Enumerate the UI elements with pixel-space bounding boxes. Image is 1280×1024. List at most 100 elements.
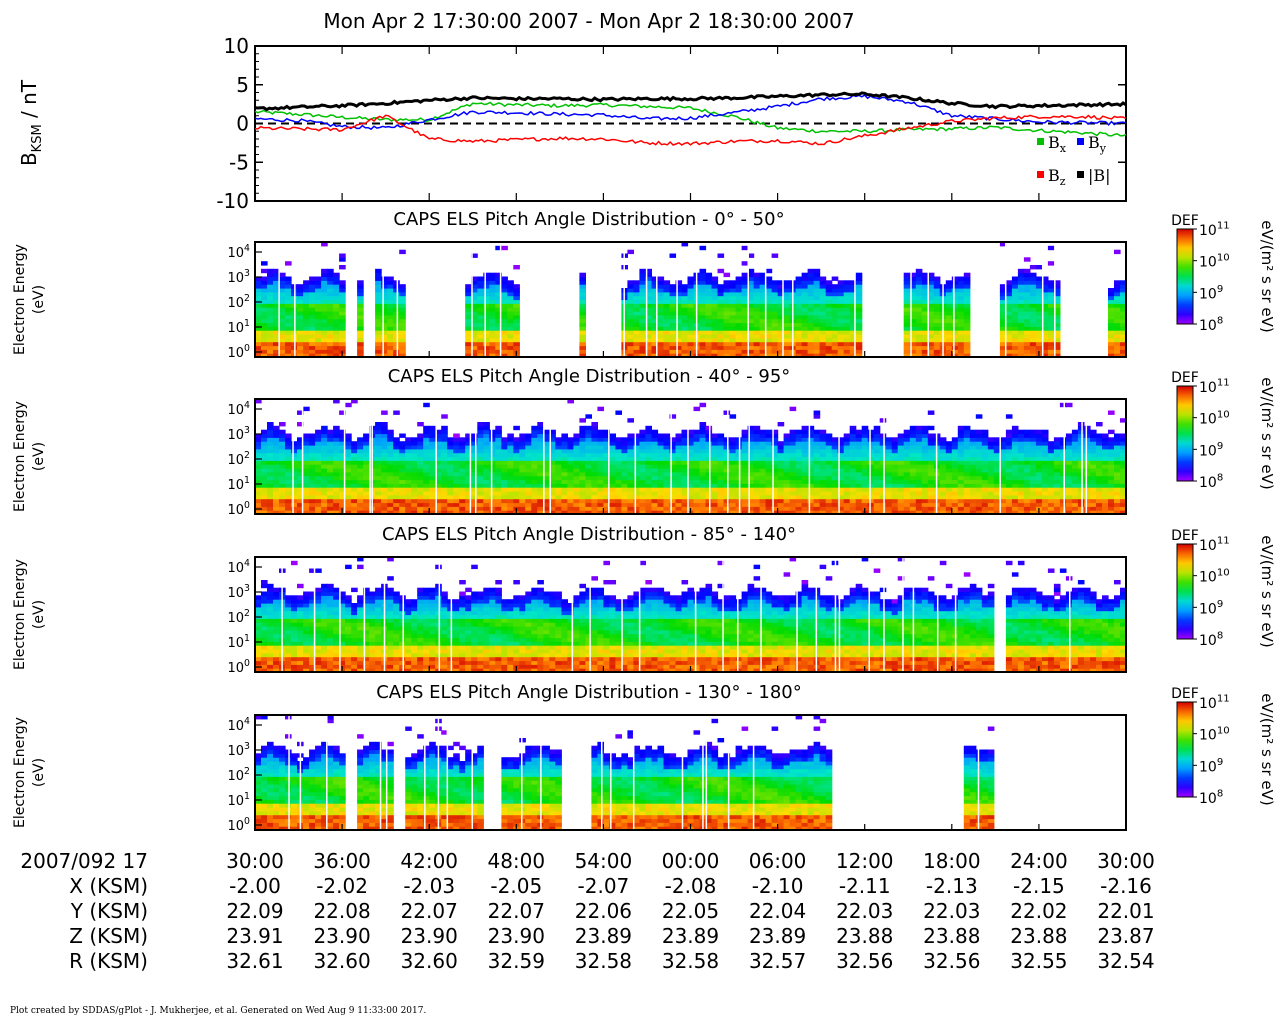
spectrogram-cell [879,468,887,473]
spectrogram-cell [651,299,659,304]
spectrogram-cell [927,506,935,511]
spectrogram-cell [729,468,737,473]
spectrogram-cell [1053,291,1061,297]
spectrogram-cell [663,510,671,515]
spectrogram-cell [915,330,923,335]
spectrogram-cell [321,349,328,354]
spectrogram-cell [843,452,851,458]
spectrogram-cell [327,483,334,488]
spectrogram-cell [837,318,845,324]
spectrogram-cell [321,498,328,504]
spectrogram-cell [843,502,851,507]
spectrogram-cell [429,448,436,454]
spectrogram-cell [459,494,466,500]
spectrogram-cell [831,460,839,465]
spectrogram-cell [933,345,941,350]
spectrogram-cell [279,498,286,504]
spectrogram-cell [411,510,418,515]
spectrogram-cell [783,326,791,331]
spectrogram-cell [849,425,857,431]
spectrogram-cell [873,498,881,504]
spectrogram-cell [615,502,622,507]
spectrogram-cell [1108,311,1115,316]
spectrogram-cell [315,314,322,320]
spectrogram-cell [855,475,863,481]
spectrogram-cell [825,483,833,488]
spectrogram-cell [699,280,707,285]
spectrogram-cell [261,491,268,496]
spectrogram-cell [423,429,430,435]
spectrogram-cell [1120,311,1127,316]
spectrogram-cell [999,322,1007,327]
spectrogram-cell [969,506,977,511]
spectrogram-cell [1114,326,1121,331]
spectrogram-cell [897,498,905,504]
spectrogram-cell [765,284,773,289]
spectrogram-cell [825,475,833,481]
spectrogram-cell [855,318,863,324]
spectrogram-cell [561,498,568,504]
spectrogram-cell [471,468,478,473]
spectrogram-cell [399,307,406,312]
spectrogram-cell [1035,311,1043,316]
spectrogram-cell [693,448,701,454]
spectrogram-cell [267,345,274,350]
spectrogram-cell [783,475,791,481]
spectrogram-cell [1053,330,1061,335]
spectrogram-cell [879,418,887,423]
spectrogram-cell [645,460,652,465]
spectrogram-cell [849,441,857,446]
spectrogram-cell [405,487,412,492]
spectrogram-cell [297,452,304,458]
spectrogram-cell [339,280,346,285]
spectrogram-cell [675,353,683,358]
spectrogram-column [333,272,340,358]
spectrogram-cell [405,510,412,515]
spectrogram-cell [771,311,779,316]
spectrogram-cell [1047,341,1055,347]
spectrogram-cell [321,334,328,339]
spectrogram-cell [669,314,677,320]
spectrogram-cell [363,441,370,446]
spectrogram-cell [789,506,797,511]
spectrogram-cell [591,506,598,511]
spectrogram-cell [519,471,526,477]
spectrogram-cell [957,468,965,473]
spectrogram-cell [921,303,929,308]
spectrogram-cell [579,448,586,454]
spectrogram-cell [801,471,809,477]
spectrogram-cell [375,314,382,320]
spectrogram-cell [831,487,839,492]
spectrogram-cell [675,494,683,500]
spectrogram-cell [495,448,502,454]
spectrogram-cell [765,494,773,500]
spectrogram-cell [819,441,827,446]
spectrogram-cell [567,510,574,515]
spectrogram-cell [501,502,508,507]
spectrogram-cell [663,502,671,507]
spectrogram-cell [255,295,262,301]
spectrogram-cell [489,491,496,496]
spectrogram-cell [513,265,520,270]
spectrogram-cell [765,460,773,465]
spectrogram-cell [909,464,917,469]
spectrogram-cell [651,330,659,335]
spectrogram-cell [651,314,659,320]
spectrogram-cell [303,345,310,350]
spectrogram-cell [315,429,322,435]
spectrogram-cell [849,498,857,504]
spectrogram-column [555,437,562,515]
spectrogram-cell [873,471,881,477]
spectrogram-cell [255,330,262,335]
spectrogram-cell [267,437,274,442]
spectrogram-cell [255,337,262,343]
spectrogram-cell [957,506,965,511]
spectrogram-cell [1005,322,1013,327]
spectrogram-cell [417,456,424,461]
spectrogram-cell [375,445,382,450]
spectrogram-cell [291,498,298,504]
spectrogram-cell [285,299,292,304]
spectrogram-cell [507,288,514,293]
spectrogram-cell [1017,268,1025,274]
spectrogram-cell [471,471,478,477]
